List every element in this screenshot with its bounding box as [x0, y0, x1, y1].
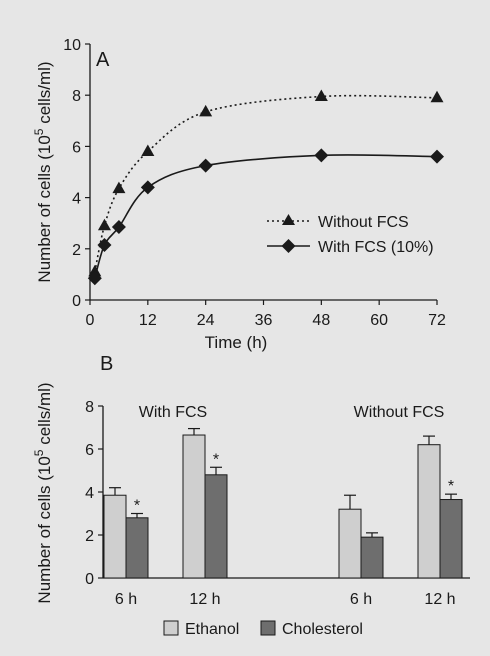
data-point-triangle — [88, 264, 102, 277]
y-tick-label: 0 — [72, 293, 81, 310]
significance-marker: * — [134, 498, 140, 515]
data-point-triangle — [141, 144, 155, 157]
x-tick-label: 12 — [139, 312, 157, 329]
panel-b-label: B — [100, 353, 113, 375]
y-tick-label: 8 — [72, 88, 81, 105]
x-tick-label: 48 — [312, 312, 330, 329]
data-point-diamond — [140, 180, 155, 195]
legend-triangle-marker — [282, 214, 295, 225]
data-point-triangle — [112, 181, 126, 194]
bar-ethanol — [103, 494, 127, 579]
bar-cholesterol — [125, 517, 149, 579]
y-tick-label: 10 — [63, 37, 81, 54]
legend-diamond-marker — [281, 239, 296, 253]
panel-a-series — [87, 89, 444, 286]
panel-a-label: A — [96, 49, 110, 71]
legend-label-with-fcs: With FCS (10%) — [318, 239, 434, 256]
y-tick-label: 6 — [72, 139, 81, 156]
legend-label-without-fcs: Without FCS — [318, 214, 409, 231]
data-point-diamond — [87, 271, 102, 286]
y-tick-label: 4 — [72, 191, 81, 208]
panel-a-y-ticks: 0 2 4 6 8 10 — [63, 37, 90, 310]
bar-ethanol — [338, 508, 362, 579]
y-tick-label: 0 — [85, 571, 94, 588]
panel-a-y-label: Number of cells (105 cells/ml) — [32, 61, 54, 282]
y-tick-label: 6 — [85, 442, 94, 459]
x-tick-label: 72 — [428, 312, 446, 329]
group-label-without-fcs: Without FCS — [354, 404, 445, 421]
panel-a-legend: Without FCS With FCS (10%) — [267, 214, 434, 256]
x-tick-label: 0 — [86, 312, 95, 329]
panel-b-legend: Ethanol Cholesterol — [163, 620, 363, 638]
bar-cholesterol — [204, 474, 228, 579]
data-point-triangle — [430, 90, 444, 103]
data-point-triangle — [199, 104, 213, 117]
x-category-label: 12 h — [424, 591, 455, 608]
bar-cholesterol — [439, 499, 463, 579]
x-category-label: 12 h — [189, 591, 220, 608]
bar-ethanol — [182, 434, 206, 579]
panel-b-y-label: Number of cells (105 cells/ml) — [32, 382, 54, 603]
legend-label-ethanol: Ethanol — [185, 621, 239, 638]
bar-ethanol — [417, 444, 441, 579]
y-tick-label: 4 — [85, 485, 94, 502]
legend-swatch-cholesterol — [260, 620, 276, 636]
bar-cholesterol — [360, 536, 384, 579]
significance-marker: * — [213, 451, 219, 468]
panel-a-x-ticks: 0 12 24 36 48 60 72 — [86, 300, 446, 329]
panel-b-bars: 6 h 12 h 6 h 12 h * * * — [103, 427, 463, 608]
x-category-label: 6 h — [115, 591, 137, 608]
y-tick-label: 2 — [72, 242, 81, 259]
y-tick-label: 2 — [85, 528, 94, 545]
data-point-diamond — [111, 220, 126, 235]
x-tick-label: 60 — [370, 312, 388, 329]
group-label-with-fcs: With FCS — [139, 404, 207, 421]
series-line-without-fcs — [94, 94, 438, 273]
panel-b-y-ticks: 0 2 4 6 8 — [85, 399, 103, 588]
x-tick-label: 24 — [197, 312, 215, 329]
panel-a-x-label: Time (h) — [205, 333, 268, 352]
data-point-diamond — [430, 149, 444, 164]
legend-label-cholesterol: Cholesterol — [282, 621, 363, 638]
data-point-triangle — [97, 218, 111, 231]
significance-marker: * — [448, 478, 454, 495]
legend-swatch-ethanol — [163, 620, 179, 636]
x-category-label: 6 h — [350, 591, 372, 608]
data-point-diamond — [198, 158, 213, 173]
panel-b: B 0 2 4 6 8 Number of cells (105 cells/ml) W… — [32, 353, 470, 638]
data-point-triangle — [314, 89, 328, 101]
data-point-diamond — [97, 237, 112, 252]
y-tick-label: 8 — [85, 399, 94, 416]
data-point-diamond — [314, 148, 329, 163]
x-tick-label: 36 — [255, 312, 273, 329]
